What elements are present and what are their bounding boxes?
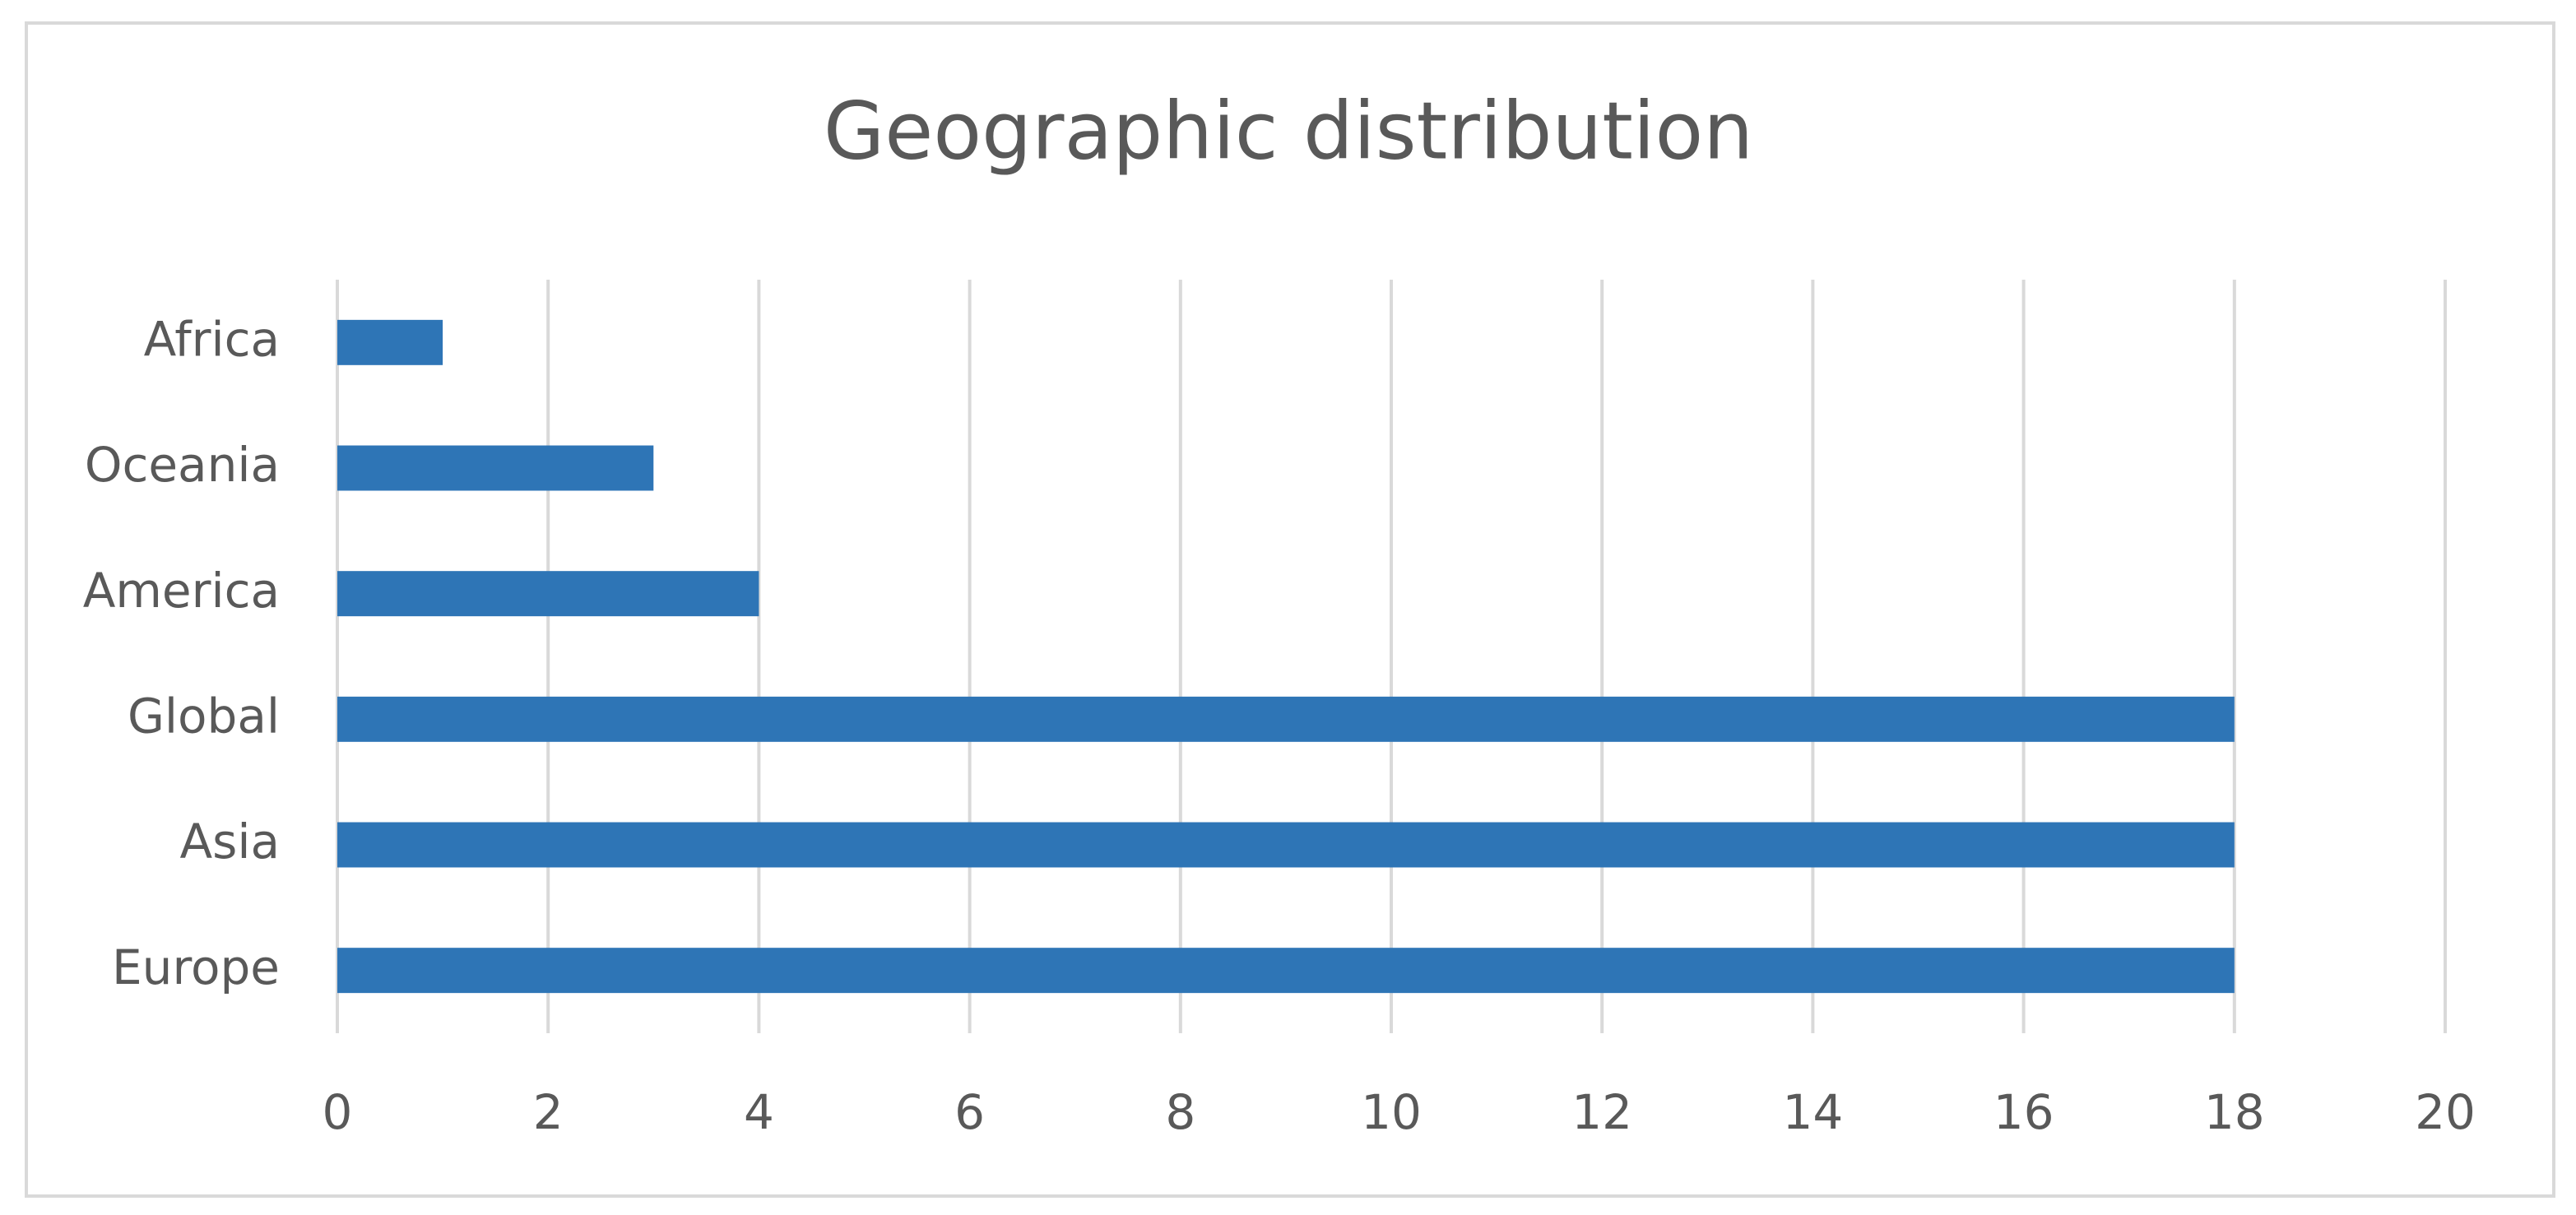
x-tick-label: 0 bbox=[323, 1084, 353, 1140]
bar bbox=[337, 948, 2235, 994]
x-tick-label: 4 bbox=[744, 1084, 774, 1140]
bar bbox=[337, 822, 2235, 868]
chart-title: Geographic distribution bbox=[824, 85, 1753, 177]
x-tick-label: 2 bbox=[533, 1084, 564, 1140]
y-tick-label: Oceania bbox=[85, 437, 280, 493]
y-tick-label: America bbox=[83, 563, 280, 619]
y-tick-label: Global bbox=[128, 688, 280, 744]
y-tick-label: Asia bbox=[179, 814, 280, 870]
bar bbox=[337, 319, 443, 365]
x-tick-label: 12 bbox=[1571, 1084, 1632, 1140]
x-tick-label: 16 bbox=[1993, 1084, 2054, 1140]
bar bbox=[337, 571, 759, 617]
y-tick-label: Africa bbox=[144, 311, 280, 367]
x-tick-label: 8 bbox=[1165, 1084, 1195, 1140]
x-tick-label: 10 bbox=[1361, 1084, 1422, 1140]
bar bbox=[337, 445, 654, 491]
x-tick-label: 14 bbox=[1782, 1084, 1843, 1140]
bar bbox=[337, 696, 2235, 742]
x-tick-label: 6 bbox=[954, 1084, 985, 1140]
y-tick-label: Europe bbox=[112, 939, 280, 995]
x-tick-label: 18 bbox=[2204, 1084, 2265, 1140]
x-tick-label: 20 bbox=[2415, 1084, 2476, 1140]
